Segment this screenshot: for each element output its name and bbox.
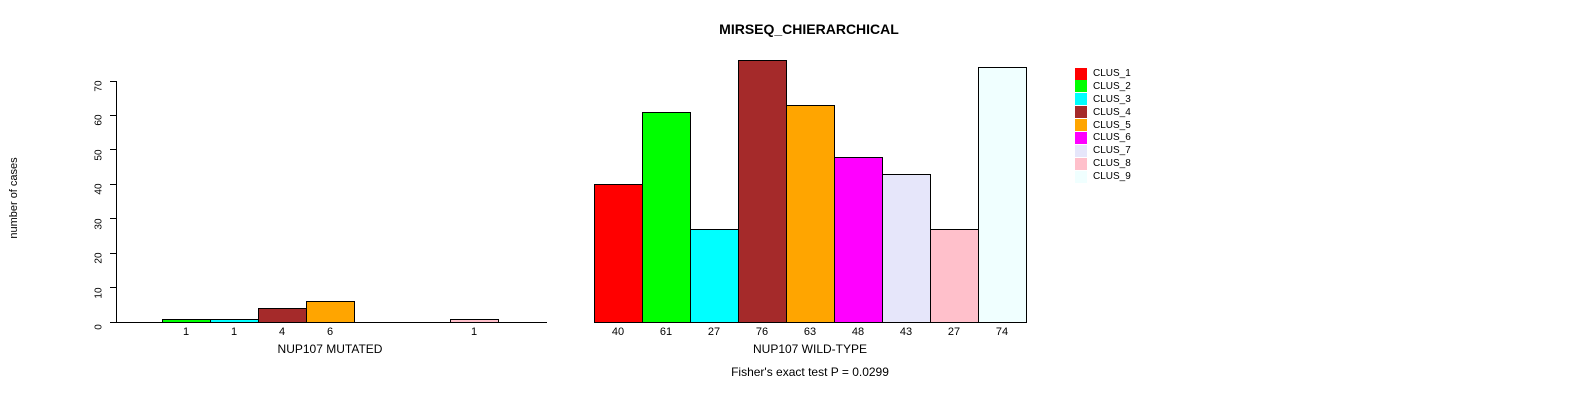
bar-clus_6 [834,157,883,323]
legend-item: CLUS_4 [1075,106,1131,119]
legend-item: CLUS_1 [1075,67,1131,80]
legend-item: CLUS_9 [1075,170,1131,183]
legend-item: CLUS_7 [1075,144,1131,157]
legend-label: CLUS_3 [1093,93,1131,105]
bar-value-label: 48 [851,326,865,338]
bar-clus_5 [786,105,835,323]
legend-color-swatch [1075,80,1087,93]
bar-clus_4 [258,308,307,323]
legend-label: CLUS_8 [1093,158,1131,170]
y-tick-mark [110,287,116,289]
bar-clus_9 [978,67,1027,323]
bar-value-label: 76 [755,326,769,338]
bar-clus_7 [882,174,931,323]
bar-value-label: 27 [707,326,721,338]
legend-label: CLUS_7 [1093,145,1131,157]
group-label-wildtype: NUP107 WILD-TYPE [752,342,868,356]
legend-color-swatch [1075,93,1087,106]
bar-value-label: 74 [995,326,1009,338]
legend-item: CLUS_3 [1075,93,1131,106]
bar-value-label: 1 [470,326,478,338]
bar-value-label: 1 [182,326,190,338]
legend-label: CLUS_5 [1093,119,1131,131]
y-axis-line [116,81,117,323]
y-tick-mark [110,218,116,220]
legend-color-swatch [1075,106,1087,119]
legend-label: CLUS_4 [1093,106,1131,118]
bar-clus_2 [642,112,691,323]
bar-value-label: 61 [659,326,673,338]
bar-clus_3 [210,319,259,323]
y-tick-mark [110,114,116,116]
y-tick-mark [110,183,116,185]
legend-color-swatch [1075,170,1087,183]
legend-label: CLUS_9 [1093,171,1131,183]
bar-value-label: 4 [278,326,286,338]
bar-value-label: 1 [230,326,238,338]
y-tick-mark [110,321,116,323]
legend-item: CLUS_5 [1075,119,1131,132]
legend-color-swatch [1075,144,1087,157]
legend-item: CLUS_6 [1075,131,1131,144]
chart-title: MIRSEQ_CHIERARCHICAL [719,21,899,37]
bar-value-label: 63 [803,326,817,338]
bar-clus_4 [738,60,787,323]
bar-clus_8 [930,229,979,323]
y-tick-mark [110,252,116,254]
bar-clus_2 [162,319,211,323]
legend-color-swatch [1075,131,1087,144]
bar-value-label: 6 [326,326,334,338]
legend-color-swatch [1075,67,1087,80]
legend-item: CLUS_2 [1075,80,1131,93]
fisher-test-annotation: Fisher's exact test P = 0.0299 [731,365,889,379]
group-label-mutated: NUP107 MUTATED [277,342,383,356]
bar-clus_1 [594,184,643,323]
legend-item: CLUS_8 [1075,157,1131,170]
legend-label: CLUS_1 [1093,68,1131,79]
bar-clus_8 [450,319,499,323]
bar-value-label: 40 [611,326,625,338]
y-tick-mark [110,80,116,82]
legend-color-swatch [1075,157,1087,170]
bar-clus_3 [690,229,739,323]
legend-label: CLUS_6 [1093,132,1131,144]
bar-clus_5 [306,301,355,323]
legend-label: CLUS_2 [1093,80,1131,92]
legend-color-swatch [1075,119,1087,132]
bar-value-label: 43 [899,326,913,338]
y-tick-mark [110,149,116,151]
bar-value-label: 27 [947,326,961,338]
